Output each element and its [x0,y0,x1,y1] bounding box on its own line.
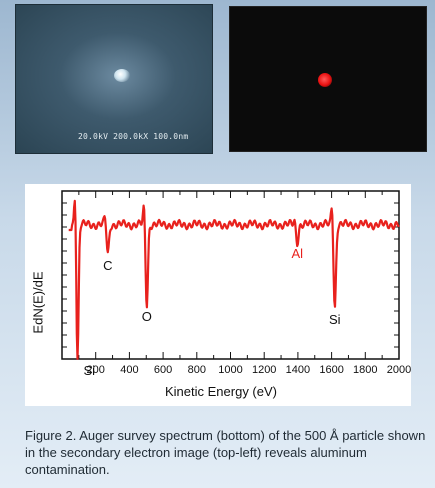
auger-spectrum-chart: 200 400 600 800 1000 1200 1400 1600 1800 2000 Si C O… [25,184,411,406]
x-tick-label: 1200 [252,364,276,376]
peak-label-si: Si [329,312,341,327]
x-tick-label: 400 [120,364,138,376]
y-axis-label-container: EdN(E)/dE [28,262,48,342]
auger-map-image [229,6,427,152]
x-tick-label: 1800 [353,364,377,376]
figure-caption: Figure 2. Auger survey spectrum (bottom)… [25,428,426,477]
x-tick-label: 1000 [218,364,242,376]
x-tick-label: 200 [87,364,105,376]
x-axis-label: Kinetic Energy (eV) [165,384,277,399]
plot-frame [61,190,400,360]
x-tick-label: 600 [154,364,172,376]
peak-label-c: C [103,258,112,273]
x-tick-label: 800 [188,364,206,376]
chart-svg: 200 400 600 800 1000 1200 1400 1600 1800 2000 Si C O… [61,190,411,378]
y-axis-label: EdN(E)/dE [30,270,46,334]
particle [114,69,130,82]
x-tick-label: 2000 [387,364,411,376]
x-tick-label: 1400 [286,364,310,376]
sem-scale-bar-text: 20.0kV 200.0kX 100.0nm [78,132,189,141]
sem-image: 20.0kV 200.0kX 100.0nm [15,4,213,154]
x-tick-label: 1600 [319,364,343,376]
spectrum-line [68,199,400,360]
peak-label-al: Al [291,246,303,261]
peak-label-si: Si [84,363,96,378]
aluminum-spot [318,73,332,87]
peak-label-o: O [142,309,152,324]
